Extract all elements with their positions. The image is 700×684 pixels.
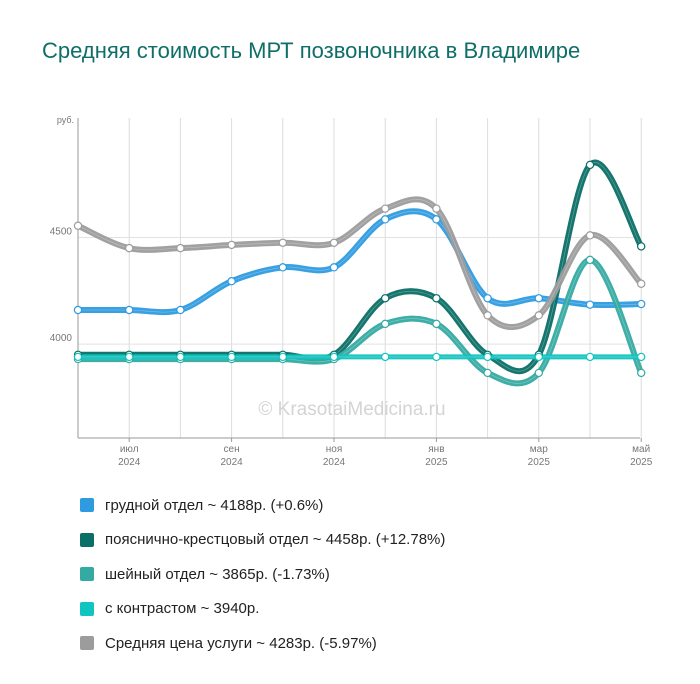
data-point [432,319,441,329]
data-point [329,352,339,362]
x-tick-label-month: ноя [326,444,343,455]
data-point [534,368,544,378]
legend-item[interactable]: шейный отдел ~ 3865р. (-1.73%) [80,557,445,592]
legend-label: шейный отдел ~ 3865р. (-1.73%) [105,565,330,583]
data-point [124,352,134,362]
data-point [124,305,134,315]
legend-swatch-2 [80,567,94,582]
x-tick-label-month: май [632,444,650,455]
legend-item[interactable]: пояснично-крестцовый отдел ~ 4458р. (+12… [80,523,445,558]
series-points [73,160,646,378]
chart-axes: руб. 4000 4500 июл 2024 сен 2024 ноя 2024 янв 2025… [50,115,653,468]
chart-title: Средняя стоимость МРТ позвоночника в Вла… [42,38,581,63]
legend-label: пояснично-крестцовый отдел ~ 4458р. (+12… [105,531,446,549]
data-point [483,311,492,320]
data-point [329,238,339,247]
series-line-4 [75,196,645,330]
data-point [227,352,236,362]
line-chart: руб. 4000 4500 июл 2024 сен 2024 ноя 2024 янв 2025… [50,115,653,468]
x-tick-label-year: 2025 [425,457,448,468]
data-point [432,215,441,224]
data-point [534,311,544,320]
data-point [381,215,390,224]
data-point [381,204,390,213]
legend-swatch-3 [80,601,94,616]
data-point [637,299,646,309]
data-point [124,243,134,253]
data-point [176,352,185,362]
data-point [585,352,595,362]
x-tick-label-month: мар [530,444,548,455]
data-point [73,221,83,230]
legend-label: грудной отдел ~ 4188р. (+0.6%) [105,496,324,514]
x-tick-label-month: июл [120,444,139,455]
legend-swatch-0 [80,498,94,513]
data-point [483,352,492,362]
data-point [176,243,185,253]
data-point [278,238,287,247]
data-point [278,352,287,362]
data-point [534,352,544,362]
legend-swatch-4 [80,636,94,651]
x-tick-label-year: 2025 [630,457,653,468]
data-point [432,294,441,303]
x-tick-label-year: 2025 [528,457,551,468]
data-point [432,352,441,362]
data-point [381,294,390,303]
data-point [637,242,646,251]
x-tick-label-year: 2024 [220,457,243,468]
data-point [278,263,287,272]
legend-item[interactable]: Средняя цена услуги ~ 4283р. (-5.97%) [80,626,445,661]
legend-label: с контрастом ~ 3940р. [105,600,260,618]
data-point [637,368,646,378]
y-tick-label: 4500 [50,226,73,237]
data-point [329,263,339,272]
data-point [483,368,492,378]
data-point [432,204,441,213]
data-point [585,160,595,170]
series-lines [75,159,645,387]
legend-item[interactable]: грудной отдел ~ 4188р. (+0.6%) [80,488,445,523]
data-point [637,352,646,362]
x-tick-label-year: 2024 [323,457,346,468]
data-point [585,231,595,240]
data-point [227,240,236,250]
data-point [585,300,595,309]
legend-swatch-1 [80,532,94,547]
x-tick-label-year: 2024 [118,457,141,468]
series-line-highlight-4 [77,199,642,328]
watermark-text: © KrasotaiMedicina.ru [258,399,445,420]
data-point [73,305,83,315]
y-axis-unit-label: руб. [57,115,74,125]
data-point [483,294,492,303]
data-point [227,277,236,286]
data-point [73,352,83,362]
x-tick-label-month: янв [428,444,444,455]
data-point [176,305,185,315]
data-point [534,294,544,303]
data-point [381,319,390,329]
data-point [585,255,595,265]
y-tick-label: 4000 [50,333,73,344]
legend-label: Средняя цена услуги ~ 4283р. (-5.97%) [105,634,377,652]
data-point [637,279,646,288]
legend-item[interactable]: с контрастом ~ 3940р. [80,592,445,627]
chart-grid [77,118,642,438]
data-point [381,352,390,362]
x-tick-label-month: сен [224,444,240,455]
legend: грудной отдел ~ 4188р. (+0.6%) пояснично… [80,488,445,661]
